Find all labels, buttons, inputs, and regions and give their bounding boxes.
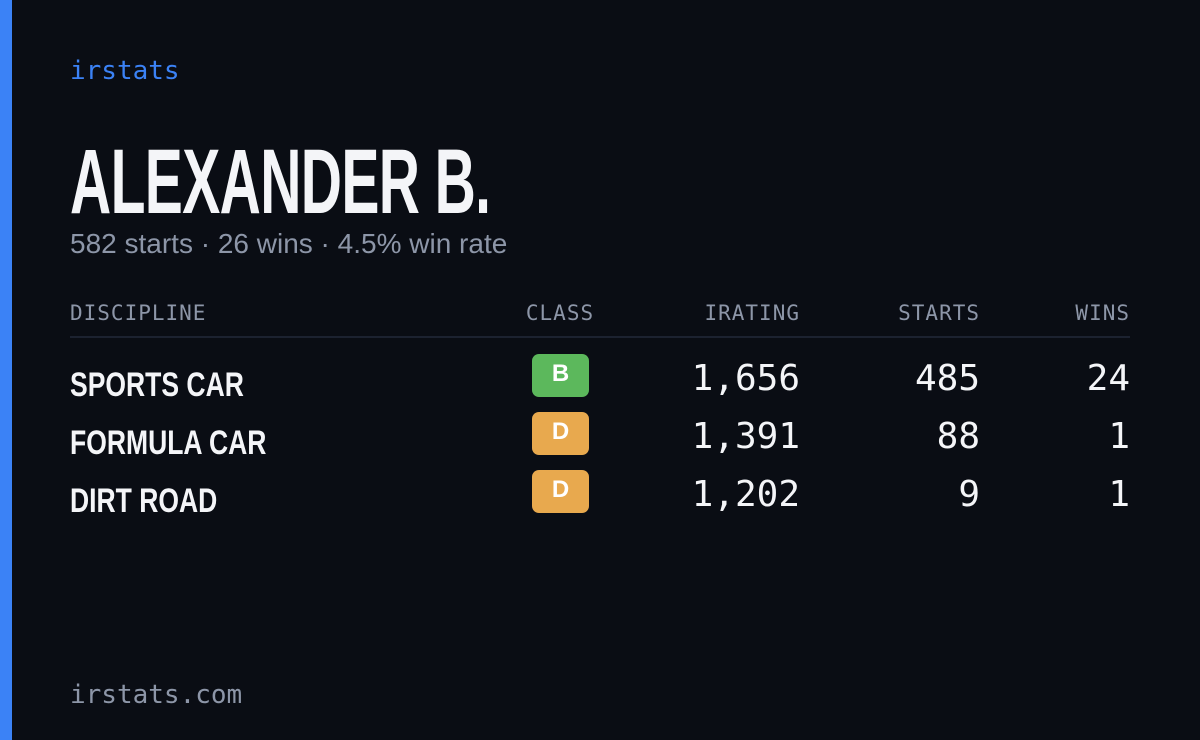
driver-summary: 582 starts · 26 wins · 4.5% win rate xyxy=(70,228,508,259)
column-header: STARTS xyxy=(898,301,980,325)
wins: 1 xyxy=(1108,416,1130,457)
irating: 1,202 xyxy=(691,474,800,515)
class-badge: B xyxy=(532,354,589,397)
header-rule xyxy=(70,336,1130,338)
starts: 9 xyxy=(958,474,980,515)
irating: 1,391 xyxy=(691,416,800,457)
brand: irstats xyxy=(70,56,180,86)
accent-stripe xyxy=(0,0,12,740)
wins: 24 xyxy=(1086,358,1130,399)
wins: 1 xyxy=(1108,474,1130,515)
class-badge: D xyxy=(532,412,589,455)
column-header: WINS xyxy=(1075,301,1130,325)
discipline: SPORTS CAR xyxy=(70,366,244,404)
column-header: IRATING xyxy=(704,301,800,325)
column-header: CLASS xyxy=(525,301,595,325)
driver-name: ALEXANDER B. xyxy=(70,131,491,233)
starts: 485 xyxy=(914,358,980,399)
irating: 1,656 xyxy=(691,358,800,399)
starts: 88 xyxy=(936,416,980,457)
discipline: FORMULA CAR xyxy=(70,424,267,462)
column-header: DISCIPLINE xyxy=(70,301,207,325)
class-badge: D xyxy=(532,470,589,513)
footer: irstats.com xyxy=(70,680,243,710)
discipline: DIRT ROAD xyxy=(70,482,218,520)
